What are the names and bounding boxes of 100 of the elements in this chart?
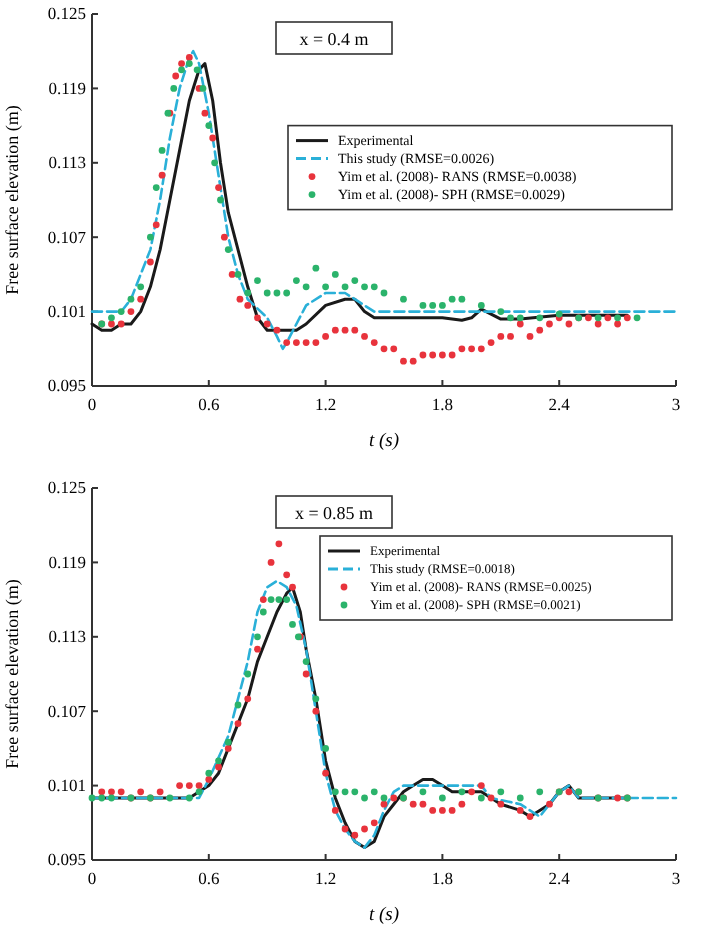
point: [236, 295, 244, 303]
x-axis-title: t (s): [368, 432, 400, 452]
point: [380, 289, 388, 297]
point: [439, 807, 446, 814]
point: [507, 314, 514, 322]
point: [507, 333, 514, 340]
point: [331, 788, 339, 796]
point: [289, 583, 296, 591]
point: [594, 320, 602, 328]
point: [147, 258, 154, 266]
point: [244, 695, 252, 703]
point: [193, 66, 201, 74]
point: [409, 357, 417, 365]
point: [98, 788, 106, 796]
point: [380, 800, 388, 808]
point: [477, 782, 485, 789]
point: [211, 159, 219, 167]
point: [205, 122, 213, 129]
point: [302, 658, 310, 665]
point: [468, 345, 475, 353]
point: [185, 60, 193, 67]
point: [390, 345, 398, 353]
point: [458, 345, 466, 353]
point: [108, 788, 115, 796]
point: [137, 788, 145, 796]
point: [302, 283, 310, 291]
y-tick-label: 0.107: [47, 226, 86, 247]
point: [322, 745, 329, 752]
point: [215, 757, 222, 765]
y-tick-label: 0.113: [48, 626, 86, 647]
point: [439, 302, 446, 309]
point: [254, 314, 261, 322]
point: [205, 776, 213, 783]
point: [516, 807, 524, 814]
point: [458, 788, 466, 796]
y-tick-label: 0.101: [47, 301, 86, 322]
line-series: [90, 62, 629, 332]
point: [273, 326, 281, 334]
point: [158, 171, 166, 179]
point: [322, 283, 329, 291]
x-tick-label: 1.2: [314, 868, 337, 888]
point: [293, 277, 300, 284]
point: [439, 351, 446, 359]
point: [172, 72, 180, 80]
point: [361, 825, 368, 833]
point: [117, 308, 125, 315]
point: [195, 788, 203, 796]
point: [147, 233, 154, 241]
point: [516, 794, 524, 802]
point: [263, 289, 271, 297]
point: [419, 788, 427, 796]
point: [448, 351, 456, 359]
point: [361, 283, 368, 291]
point: [565, 788, 573, 796]
point: [370, 283, 378, 291]
point: [526, 813, 534, 820]
point: [546, 320, 553, 328]
point: [263, 320, 271, 328]
point: [215, 763, 222, 771]
x-tick-label: 2.4: [548, 868, 572, 888]
x-tick-label: 1.8: [431, 868, 454, 888]
point: [477, 302, 485, 309]
x-tick-label: 0.6: [198, 868, 220, 888]
point: [604, 314, 612, 322]
point: [516, 320, 524, 328]
point: [439, 794, 446, 802]
x-tick-label: 3: [671, 394, 681, 414]
point: [108, 320, 115, 328]
y-tick-label: 0.101: [47, 775, 86, 796]
x-tick-label: 0: [87, 394, 97, 414]
point: [275, 540, 283, 548]
point: [259, 608, 267, 616]
point: [302, 339, 310, 346]
point: [275, 596, 283, 603]
y-tick-label: 0.095: [47, 375, 86, 396]
y-tick-label: 0.125: [47, 3, 86, 24]
point: [267, 596, 275, 603]
point: [152, 221, 160, 229]
point: [234, 701, 242, 709]
point: [380, 794, 388, 802]
point: [419, 351, 427, 359]
point: [419, 800, 427, 808]
point: [497, 333, 505, 340]
point: [633, 314, 641, 322]
point: [267, 559, 275, 566]
point: [526, 333, 534, 340]
point: [283, 289, 291, 297]
point: [205, 769, 213, 777]
point: [228, 271, 236, 278]
point: [370, 788, 378, 796]
point: [341, 788, 349, 796]
point: [468, 788, 475, 796]
point: [312, 707, 320, 715]
point: [137, 295, 145, 303]
point: [536, 788, 544, 796]
point: [224, 745, 232, 752]
point: [88, 794, 96, 802]
point: [156, 788, 164, 796]
point: [158, 147, 166, 154]
point: [341, 283, 349, 291]
